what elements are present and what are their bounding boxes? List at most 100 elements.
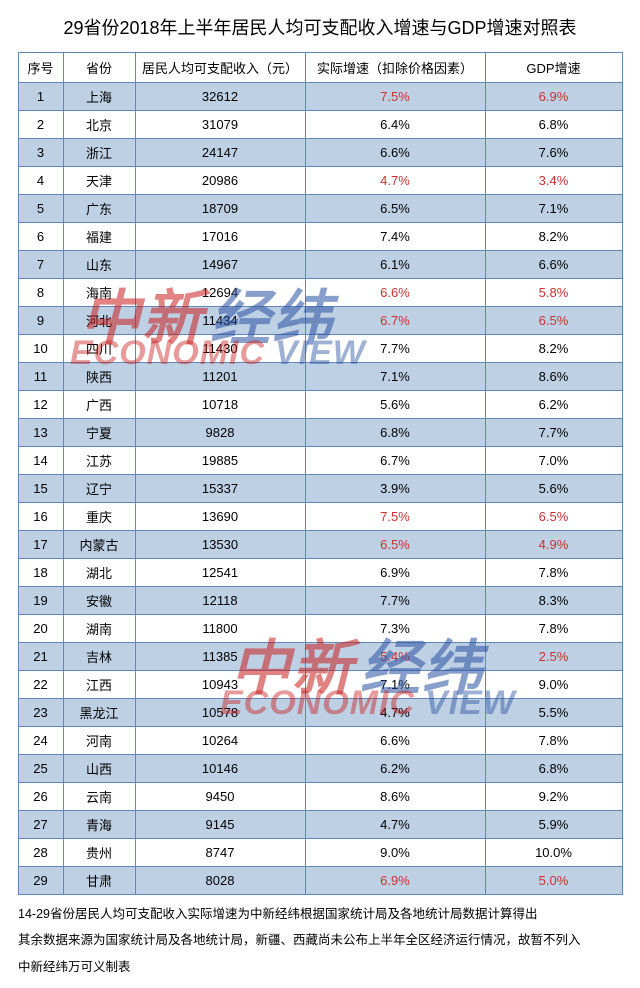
cell-income: 10264 xyxy=(135,727,305,755)
cell-real-growth: 4.7% xyxy=(305,167,485,195)
cell-province: 上海 xyxy=(63,83,135,111)
table-row: 4天津209864.7%3.4% xyxy=(18,167,622,195)
cell-seq: 4 xyxy=(18,167,63,195)
table-row: 13宁夏98286.8%7.7% xyxy=(18,419,622,447)
cell-income: 10146 xyxy=(135,755,305,783)
table-row: 10四川114307.7%8.2% xyxy=(18,335,622,363)
footnote-line: 其余数据来源为国家统计局及各地统计局，新疆、西藏尚未公布上半年全区经济运行情况，… xyxy=(18,927,622,953)
cell-income: 12541 xyxy=(135,559,305,587)
cell-seq: 24 xyxy=(18,727,63,755)
cell-gdp-growth: 5.9% xyxy=(485,811,622,839)
cell-province: 广东 xyxy=(63,195,135,223)
cell-income: 24147 xyxy=(135,139,305,167)
table-row: 28贵州87479.0%10.0% xyxy=(18,839,622,867)
cell-income: 14967 xyxy=(135,251,305,279)
page-container: 29省份2018年上半年居民人均可支配收入增速与GDP增速对照表 序号 省份 居… xyxy=(0,0,640,988)
cell-real-growth: 6.6% xyxy=(305,727,485,755)
cell-province: 河南 xyxy=(63,727,135,755)
cell-real-growth: 7.1% xyxy=(305,363,485,391)
cell-seq: 1 xyxy=(18,83,63,111)
cell-seq: 28 xyxy=(18,839,63,867)
cell-real-growth: 4.7% xyxy=(305,811,485,839)
cell-real-growth: 6.1% xyxy=(305,251,485,279)
cell-income: 32612 xyxy=(135,83,305,111)
table-row: 16重庆136907.5%6.5% xyxy=(18,503,622,531)
table-row: 26云南94508.6%9.2% xyxy=(18,783,622,811)
cell-gdp-growth: 9.0% xyxy=(485,671,622,699)
table-row: 3浙江241476.6%7.6% xyxy=(18,139,622,167)
col-header-province: 省份 xyxy=(63,53,135,83)
cell-income: 12118 xyxy=(135,587,305,615)
cell-real-growth: 7.4% xyxy=(305,223,485,251)
cell-seq: 21 xyxy=(18,643,63,671)
cell-income: 9450 xyxy=(135,783,305,811)
cell-gdp-growth: 7.8% xyxy=(485,615,622,643)
table-row: 12广西107185.6%6.2% xyxy=(18,391,622,419)
table-row: 21吉林113855.4%2.5% xyxy=(18,643,622,671)
cell-province: 云南 xyxy=(63,783,135,811)
cell-province: 辽宁 xyxy=(63,475,135,503)
table-row: 18湖北125416.9%7.8% xyxy=(18,559,622,587)
cell-seq: 8 xyxy=(18,279,63,307)
cell-gdp-growth: 8.2% xyxy=(485,335,622,363)
table-row: 5广东187096.5%7.1% xyxy=(18,195,622,223)
cell-province: 浙江 xyxy=(63,139,135,167)
cell-seq: 10 xyxy=(18,335,63,363)
cell-seq: 27 xyxy=(18,811,63,839)
cell-seq: 26 xyxy=(18,783,63,811)
cell-real-growth: 7.5% xyxy=(305,83,485,111)
table-row: 9河北114346.7%6.5% xyxy=(18,307,622,335)
cell-gdp-growth: 6.8% xyxy=(485,111,622,139)
cell-real-growth: 5.6% xyxy=(305,391,485,419)
cell-seq: 22 xyxy=(18,671,63,699)
table-row: 22江西109437.1%9.0% xyxy=(18,671,622,699)
cell-gdp-growth: 7.6% xyxy=(485,139,622,167)
cell-province: 湖北 xyxy=(63,559,135,587)
cell-income: 10943 xyxy=(135,671,305,699)
cell-income: 8747 xyxy=(135,839,305,867)
cell-seq: 15 xyxy=(18,475,63,503)
cell-province: 安徽 xyxy=(63,587,135,615)
table-row: 15辽宁153373.9%5.6% xyxy=(18,475,622,503)
table-row: 24河南102646.6%7.8% xyxy=(18,727,622,755)
cell-province: 江西 xyxy=(63,671,135,699)
cell-seq: 19 xyxy=(18,587,63,615)
col-header-seq: 序号 xyxy=(18,53,63,83)
cell-income: 11430 xyxy=(135,335,305,363)
data-table: 序号 省份 居民人均可支配收入（元） 实际增速（扣除价格因素） GDP增速 1上… xyxy=(18,52,623,895)
cell-income: 13690 xyxy=(135,503,305,531)
page-title: 29省份2018年上半年居民人均可支配收入增速与GDP增速对照表 xyxy=(0,0,640,52)
cell-real-growth: 6.5% xyxy=(305,531,485,559)
cell-real-growth: 6.9% xyxy=(305,867,485,895)
cell-gdp-growth: 7.8% xyxy=(485,559,622,587)
cell-seq: 12 xyxy=(18,391,63,419)
col-header-gdp-growth: GDP增速 xyxy=(485,53,622,83)
cell-income: 10718 xyxy=(135,391,305,419)
cell-real-growth: 6.5% xyxy=(305,195,485,223)
table-row: 19安徽121187.7%8.3% xyxy=(18,587,622,615)
cell-seq: 29 xyxy=(18,867,63,895)
table-row: 7山东149676.1%6.6% xyxy=(18,251,622,279)
cell-seq: 3 xyxy=(18,139,63,167)
table-row: 20湖南118007.3%7.8% xyxy=(18,615,622,643)
cell-gdp-growth: 7.8% xyxy=(485,727,622,755)
table-row: 6福建170167.4%8.2% xyxy=(18,223,622,251)
cell-gdp-growth: 5.5% xyxy=(485,699,622,727)
cell-real-growth: 6.8% xyxy=(305,419,485,447)
cell-real-growth: 7.1% xyxy=(305,671,485,699)
table-row: 17内蒙古135306.5%4.9% xyxy=(18,531,622,559)
cell-income: 11385 xyxy=(135,643,305,671)
cell-real-growth: 6.4% xyxy=(305,111,485,139)
cell-seq: 17 xyxy=(18,531,63,559)
header-row: 序号 省份 居民人均可支配收入（元） 实际增速（扣除价格因素） GDP增速 xyxy=(18,53,622,83)
cell-province: 陕西 xyxy=(63,363,135,391)
cell-gdp-growth: 5.0% xyxy=(485,867,622,895)
cell-seq: 13 xyxy=(18,419,63,447)
cell-province: 甘肃 xyxy=(63,867,135,895)
cell-income: 17016 xyxy=(135,223,305,251)
cell-province: 山东 xyxy=(63,251,135,279)
table-row: 11陕西112017.1%8.6% xyxy=(18,363,622,391)
cell-province: 福建 xyxy=(63,223,135,251)
cell-province: 内蒙古 xyxy=(63,531,135,559)
cell-province: 吉林 xyxy=(63,643,135,671)
